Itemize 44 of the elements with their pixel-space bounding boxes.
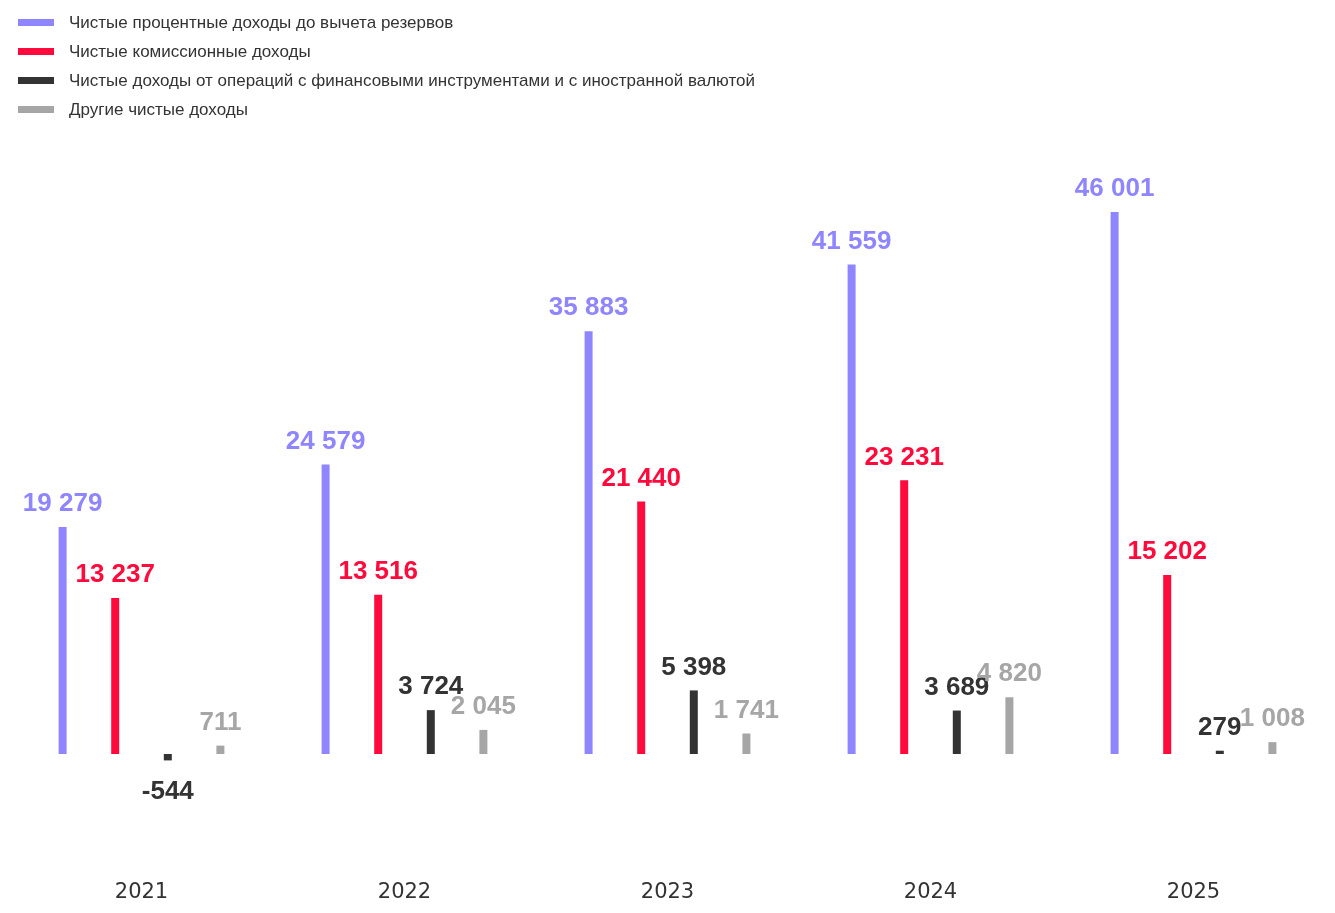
bar: [216, 745, 225, 754]
data-label: 23 231: [864, 440, 944, 471]
data-label: 21 440: [601, 461, 681, 492]
bar: [1268, 742, 1277, 754]
bar: [163, 754, 172, 761]
legend-label: Чистые комиссионные доходы: [69, 41, 311, 62]
bar: [479, 729, 488, 754]
bar: [584, 331, 593, 754]
bar: [1005, 697, 1014, 754]
data-label: 13 237: [75, 558, 155, 589]
bar: [900, 480, 909, 754]
data-label: 13 516: [338, 554, 418, 585]
bar: [952, 710, 961, 754]
data-label: -544: [141, 774, 195, 805]
bar: [847, 264, 856, 754]
data-label: 1 741: [713, 693, 779, 724]
data-label: 5 398: [661, 650, 727, 681]
bar: [321, 464, 330, 754]
bar: [374, 594, 383, 754]
bar: [637, 501, 646, 754]
bar: [689, 690, 698, 754]
bar: [742, 733, 751, 754]
legend-label: Другие чистые доходы: [69, 99, 248, 120]
data-label: 15 202: [1127, 535, 1207, 566]
bar: [1110, 212, 1119, 754]
data-label: 41 559: [811, 224, 892, 255]
x-tick-label: 2023: [640, 878, 695, 903]
data-label: 279: [1198, 710, 1242, 741]
data-label: 35 883: [548, 291, 629, 322]
bar: [426, 710, 435, 754]
data-label: 46 001: [1074, 172, 1155, 203]
data-label: 24 579: [285, 424, 366, 455]
x-tick-label: 2021: [114, 878, 169, 903]
x-tick-label: 2022: [377, 878, 432, 903]
x-tick-label: 2025: [1166, 878, 1221, 903]
bar: [111, 598, 120, 754]
x-tick-label: 2024: [903, 878, 958, 903]
data-label: 19 279: [22, 487, 103, 518]
legend-label: Чистые процентные доходы до вычета резервов: [69, 12, 454, 33]
bar: [58, 526, 67, 754]
legend-label: Чистые доходы от операций с финансовыми инструментами и с иностранной валютой: [69, 70, 756, 91]
bar: [1215, 750, 1224, 754]
bar: [1163, 574, 1172, 754]
data-label: 711: [199, 705, 242, 736]
